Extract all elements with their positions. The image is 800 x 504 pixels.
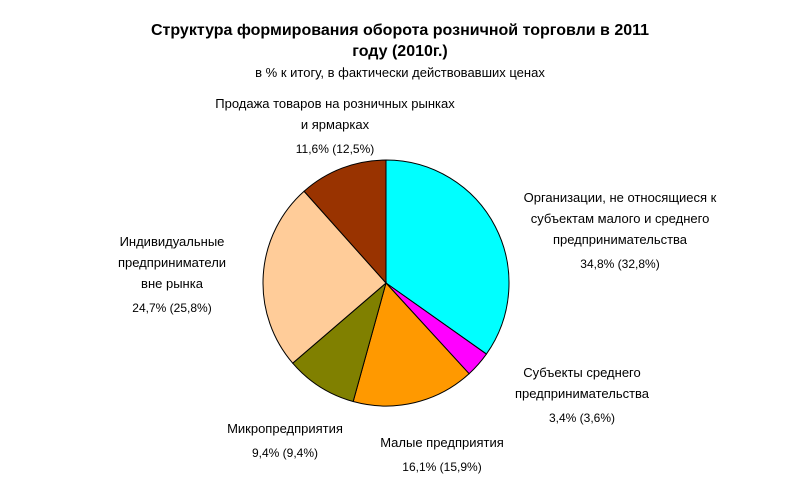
slice-label: Малые предприятия 16,1% (15,9%) xyxy=(342,432,542,478)
category-label: Микропредприятия xyxy=(227,421,343,436)
category-label: Организации, не относящиеся к субъектам … xyxy=(523,190,717,247)
value-label: 24,7% xyxy=(132,301,167,315)
value-label: 34,8% xyxy=(580,257,615,271)
pie-slice xyxy=(385,159,510,355)
previous-value-label: (3,6%) xyxy=(579,411,616,425)
pie-slice xyxy=(352,281,470,407)
category-label: Субъекты среднего предпринимательства xyxy=(514,365,650,401)
previous-value-label: (25,8%) xyxy=(169,301,212,315)
category-label: Индивидуальные предприниматели вне рынка xyxy=(117,234,227,291)
value-label-group: 3,4% (3,6%) xyxy=(497,408,667,429)
previous-value-label: (32,8%) xyxy=(617,257,660,271)
value-label: 11,6% xyxy=(295,142,329,156)
previous-value-label: (15,9%) xyxy=(439,460,482,474)
category-label: Продажа товаров на розничных рынках и яр… xyxy=(215,96,455,132)
slice-label: Организации, не относящиеся к субъектам … xyxy=(500,187,740,275)
value-label: 3,4% xyxy=(548,411,577,425)
previous-value-label: (9,4%) xyxy=(282,446,319,460)
chart-subtitle: в % к итогу, в фактически действовавших … xyxy=(255,65,545,80)
value-label: 9,4% xyxy=(251,446,280,460)
chart-title: Структура формирования оборота розничной… xyxy=(150,22,650,60)
pie-slice xyxy=(262,190,387,364)
category-label: Малые предприятия xyxy=(380,435,504,450)
slice-label: Микропредприятия 9,4% (9,4%) xyxy=(205,418,365,464)
value-label-group: 11,6% (12,5%) xyxy=(210,139,460,160)
value-label-group: 9,4% (9,4%) xyxy=(205,443,365,464)
value-label-group: 16,1% (15,9%) xyxy=(342,457,542,478)
value-label-group: 34,8% (32,8%) xyxy=(500,254,740,275)
previous-value-label: (12,5%) xyxy=(332,142,375,156)
slice-label: Индивидуальные предприниматели вне рынка… xyxy=(107,231,237,319)
slice-label: Субъекты среднего предпринимательства 3,4… xyxy=(497,362,667,429)
slice-label: Продажа товаров на розничных рынках и яр… xyxy=(210,93,460,160)
pie-slice xyxy=(303,159,387,285)
value-label: 16,1% xyxy=(402,460,437,474)
value-label-group: 24,7% (25,8%) xyxy=(107,298,237,319)
